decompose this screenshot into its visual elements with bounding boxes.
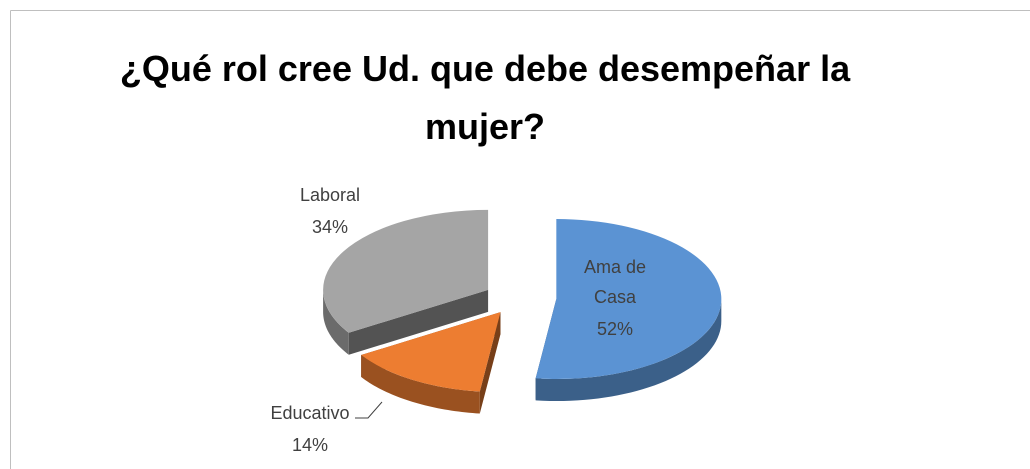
leader-line [355,401,383,419]
slice-wall [348,289,489,355]
pie-slice [361,312,501,392]
chart-title: ¿Qué rol cree Ud. que debe desempeñar la… [119,48,851,147]
slice-value-label: 52% [596,319,634,339]
slice-side [361,355,480,414]
slice-value-label: 34% [311,217,349,237]
slice-wall [479,312,501,414]
pie-slice [535,219,722,380]
slice-side [323,289,349,355]
slice-label: Ama de Casa [583,257,647,307]
slice-label: Laboral [299,185,361,205]
slice-label: Educativo [270,403,350,423]
pie-slice [323,209,489,333]
slice-side [535,299,722,402]
slice-value-label: 14% [291,435,329,455]
